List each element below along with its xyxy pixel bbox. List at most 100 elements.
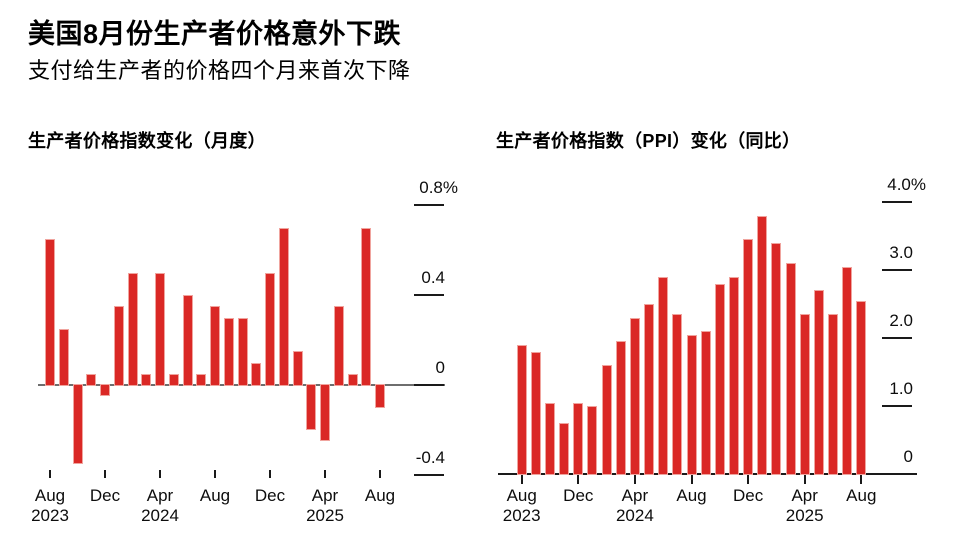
bar (601, 365, 612, 475)
y-tick-label: 0.4 (421, 268, 445, 287)
x-tick-mark (324, 470, 326, 478)
y-tick-mark (414, 204, 444, 206)
y-tick-mark (414, 294, 444, 296)
yoy-chart-title: 生产者价格指数（PPI）变化（同比） (496, 131, 801, 151)
bar (842, 266, 853, 475)
x-tick-label-month: Aug (34, 486, 66, 505)
x-tick-mark (520, 475, 523, 484)
x-tick-label-month: Aug (506, 486, 537, 505)
bar (615, 341, 626, 475)
x-tick-label-year: 2025 (785, 506, 824, 525)
y-tick-mark (414, 384, 444, 386)
bar (306, 384, 317, 430)
bar (757, 215, 768, 475)
bar (545, 402, 555, 475)
x-tick-mark (214, 470, 216, 478)
bar (86, 373, 97, 386)
bar (375, 384, 385, 408)
x-tick-mark (269, 470, 271, 478)
y-tick-label: 0.8% (419, 178, 458, 197)
x-tick-label-year: 2024 (615, 506, 654, 525)
y-tick-mark (882, 337, 912, 339)
bar (237, 317, 248, 386)
bar (728, 276, 739, 475)
bar (210, 306, 220, 386)
x-tick-label-month: Apr (621, 486, 649, 505)
bar (799, 314, 810, 475)
y-tick-label: -0.4 (415, 448, 445, 467)
bar (700, 331, 711, 475)
x-tick-label-month: Aug (676, 486, 707, 505)
x-tick-mark (860, 475, 863, 484)
bar (714, 283, 725, 475)
bar (100, 384, 110, 397)
x-tick-label-month: Aug (846, 486, 877, 505)
bar (320, 384, 330, 442)
bar (785, 263, 796, 475)
x-tick-label-month: Aug (199, 486, 231, 505)
x-tick-label-month: Dec (732, 486, 764, 505)
bar (658, 276, 669, 475)
x-tick-label-month: Dec (89, 486, 121, 505)
x-tick-label-month: Apr (311, 486, 339, 505)
bar (196, 373, 207, 386)
y-tick-mark (882, 269, 912, 271)
x-tick-mark (633, 475, 636, 484)
bar (58, 328, 69, 386)
x-tick-label-month: Apr (791, 486, 818, 505)
x-tick-mark (577, 475, 580, 484)
y-tick-label: 1.0 (889, 379, 913, 398)
x-tick-mark (747, 475, 750, 484)
x-tick-label-year: 2023 (502, 506, 541, 525)
bar (587, 406, 598, 475)
bar (361, 227, 372, 386)
page-subtitle: 支付给生产者的价格四个月来首次下降 (28, 58, 411, 83)
bar (828, 314, 838, 475)
y-tick-mark (414, 474, 444, 476)
y-tick-label: 3.0 (889, 243, 913, 262)
bar (72, 384, 83, 464)
y-tick-label: 0 (435, 358, 445, 377)
bar (45, 238, 55, 386)
bar (168, 373, 179, 386)
bar (856, 300, 867, 475)
y-tick-label: 0 (903, 447, 913, 466)
x-tick-mark (690, 475, 693, 484)
x-tick-mark (379, 470, 381, 478)
bar (182, 295, 193, 386)
y-tick-mark (882, 201, 912, 203)
bar (333, 306, 344, 386)
bar (516, 344, 527, 475)
bar (292, 351, 303, 386)
bar (573, 402, 584, 475)
x-tick-label-year: 2025 (306, 506, 344, 525)
bar (141, 373, 152, 386)
x-tick-mark (159, 470, 161, 478)
x-tick-label-year: 2024 (141, 506, 179, 525)
bar (347, 373, 358, 386)
bar (223, 317, 234, 386)
monthly-chart-title: 生产者价格指数变化（月度） (28, 131, 266, 151)
bar (278, 227, 289, 386)
x-tick-mark (803, 475, 806, 484)
bar (265, 272, 275, 386)
y-tick-mark (882, 405, 912, 407)
bar (155, 272, 165, 386)
bar (686, 334, 697, 475)
bar (771, 242, 782, 475)
page-title: 美国8月份生产者价格意外下跌 (28, 19, 402, 49)
bar (672, 314, 683, 475)
bar (113, 306, 124, 386)
bar (644, 304, 655, 475)
bar (530, 351, 541, 475)
x-tick-label-month: Dec (254, 486, 286, 505)
bar (629, 317, 640, 475)
y-tick-label: 2.0 (889, 311, 913, 330)
bar (251, 362, 262, 386)
bar (813, 290, 824, 475)
x-tick-label-month: Dec (563, 486, 594, 505)
y-tick-label: 4.0% (887, 175, 926, 194)
